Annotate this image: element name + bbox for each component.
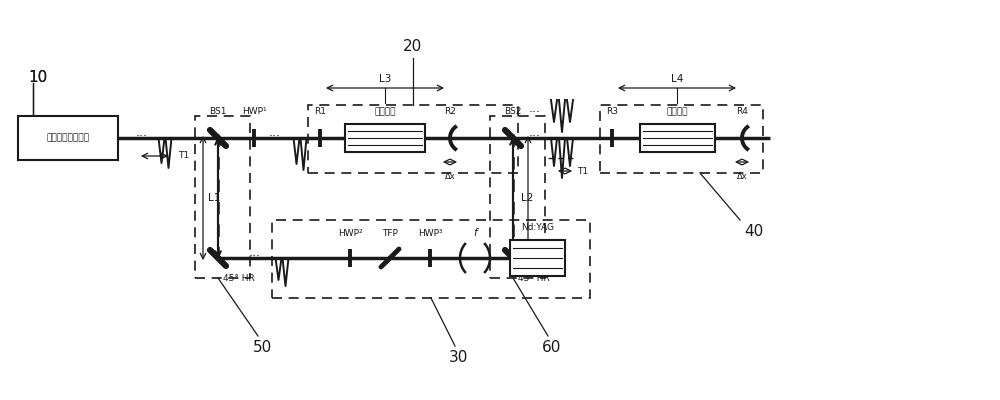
Text: 40: 40 — [744, 224, 763, 239]
Text: Δx: Δx — [737, 172, 747, 181]
Text: L1: L1 — [208, 193, 220, 203]
Bar — [195, 116, 250, 278]
Text: R2: R2 — [444, 107, 456, 116]
Bar — [510, 240, 565, 276]
Text: T1: T1 — [577, 166, 588, 176]
Bar — [272, 220, 590, 298]
Text: f: f — [473, 228, 477, 238]
Text: 拉曼介质: 拉曼介质 — [374, 107, 396, 116]
Text: 10: 10 — [28, 70, 47, 85]
Text: T1: T1 — [178, 152, 189, 160]
Bar — [345, 124, 425, 152]
Text: R1: R1 — [314, 107, 326, 116]
Text: R3: R3 — [606, 107, 618, 116]
Text: ···: ··· — [269, 130, 281, 144]
Bar — [600, 105, 763, 173]
Text: 20: 20 — [403, 39, 423, 54]
Bar — [308, 105, 518, 173]
Text: 30: 30 — [449, 350, 469, 365]
Text: HWP³: HWP³ — [418, 229, 442, 238]
Text: TFP: TFP — [382, 229, 398, 238]
Text: R4: R4 — [736, 107, 748, 116]
Text: ···: ··· — [136, 130, 148, 144]
Bar — [18, 116, 118, 160]
Text: 45° HR: 45° HR — [223, 274, 255, 283]
Text: L4: L4 — [671, 74, 683, 84]
Text: 皮秒多脉冲激光器: 皮秒多脉冲激光器 — [46, 134, 90, 142]
Text: 10: 10 — [28, 70, 47, 85]
Text: Nd:YAG: Nd:YAG — [521, 223, 554, 232]
Text: ···: ··· — [249, 250, 261, 264]
Text: Δx: Δx — [445, 172, 455, 181]
Text: ···: ··· — [529, 106, 541, 120]
Text: 60: 60 — [542, 340, 562, 355]
Text: ···: ··· — [529, 130, 541, 144]
Text: HWP¹: HWP¹ — [242, 107, 266, 116]
Text: BS1: BS1 — [209, 107, 227, 116]
Text: 拉曼介质: 拉曼介质 — [667, 107, 688, 116]
Text: 50: 50 — [252, 340, 272, 355]
Text: 45° HR: 45° HR — [518, 274, 550, 283]
Bar — [640, 124, 715, 152]
Text: L3: L3 — [379, 74, 391, 84]
Bar — [490, 116, 545, 278]
Text: L2: L2 — [521, 193, 533, 203]
Text: HWP²: HWP² — [338, 229, 362, 238]
Text: BS2: BS2 — [504, 107, 522, 116]
